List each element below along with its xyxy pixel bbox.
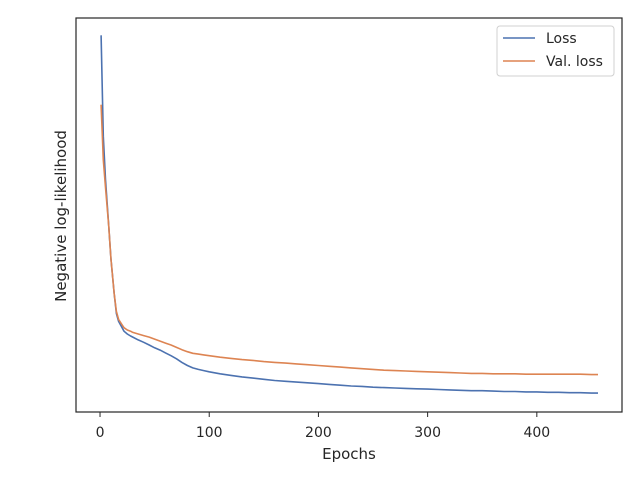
x-axis-label: Epochs — [322, 445, 376, 463]
x-axis-ticks: 0 100 200 300 400 — [96, 412, 550, 441]
y-axis-label: Negative log-likelihood — [52, 130, 70, 302]
x-tick-label: 300 — [414, 425, 441, 441]
series-line-val-loss — [100, 104, 598, 376]
x-tick-label: 400 — [523, 425, 550, 441]
series-line-loss — [100, 35, 598, 394]
legend-label-loss: Loss — [546, 31, 577, 47]
plot-frame — [75, 17, 623, 413]
legend: Loss Val. loss — [496, 25, 615, 77]
x-tick-label: 200 — [305, 425, 332, 441]
x-tick-label: 0 — [96, 425, 105, 441]
legend-label-val-loss: Val. loss — [546, 54, 603, 70]
series-layer — [100, 35, 598, 394]
x-tick-label: 100 — [196, 425, 223, 441]
